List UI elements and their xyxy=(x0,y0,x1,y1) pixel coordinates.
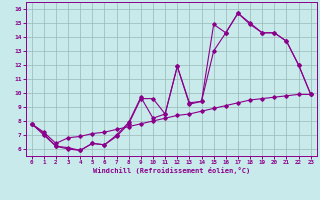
X-axis label: Windchill (Refroidissement éolien,°C): Windchill (Refroidissement éolien,°C) xyxy=(92,167,250,174)
